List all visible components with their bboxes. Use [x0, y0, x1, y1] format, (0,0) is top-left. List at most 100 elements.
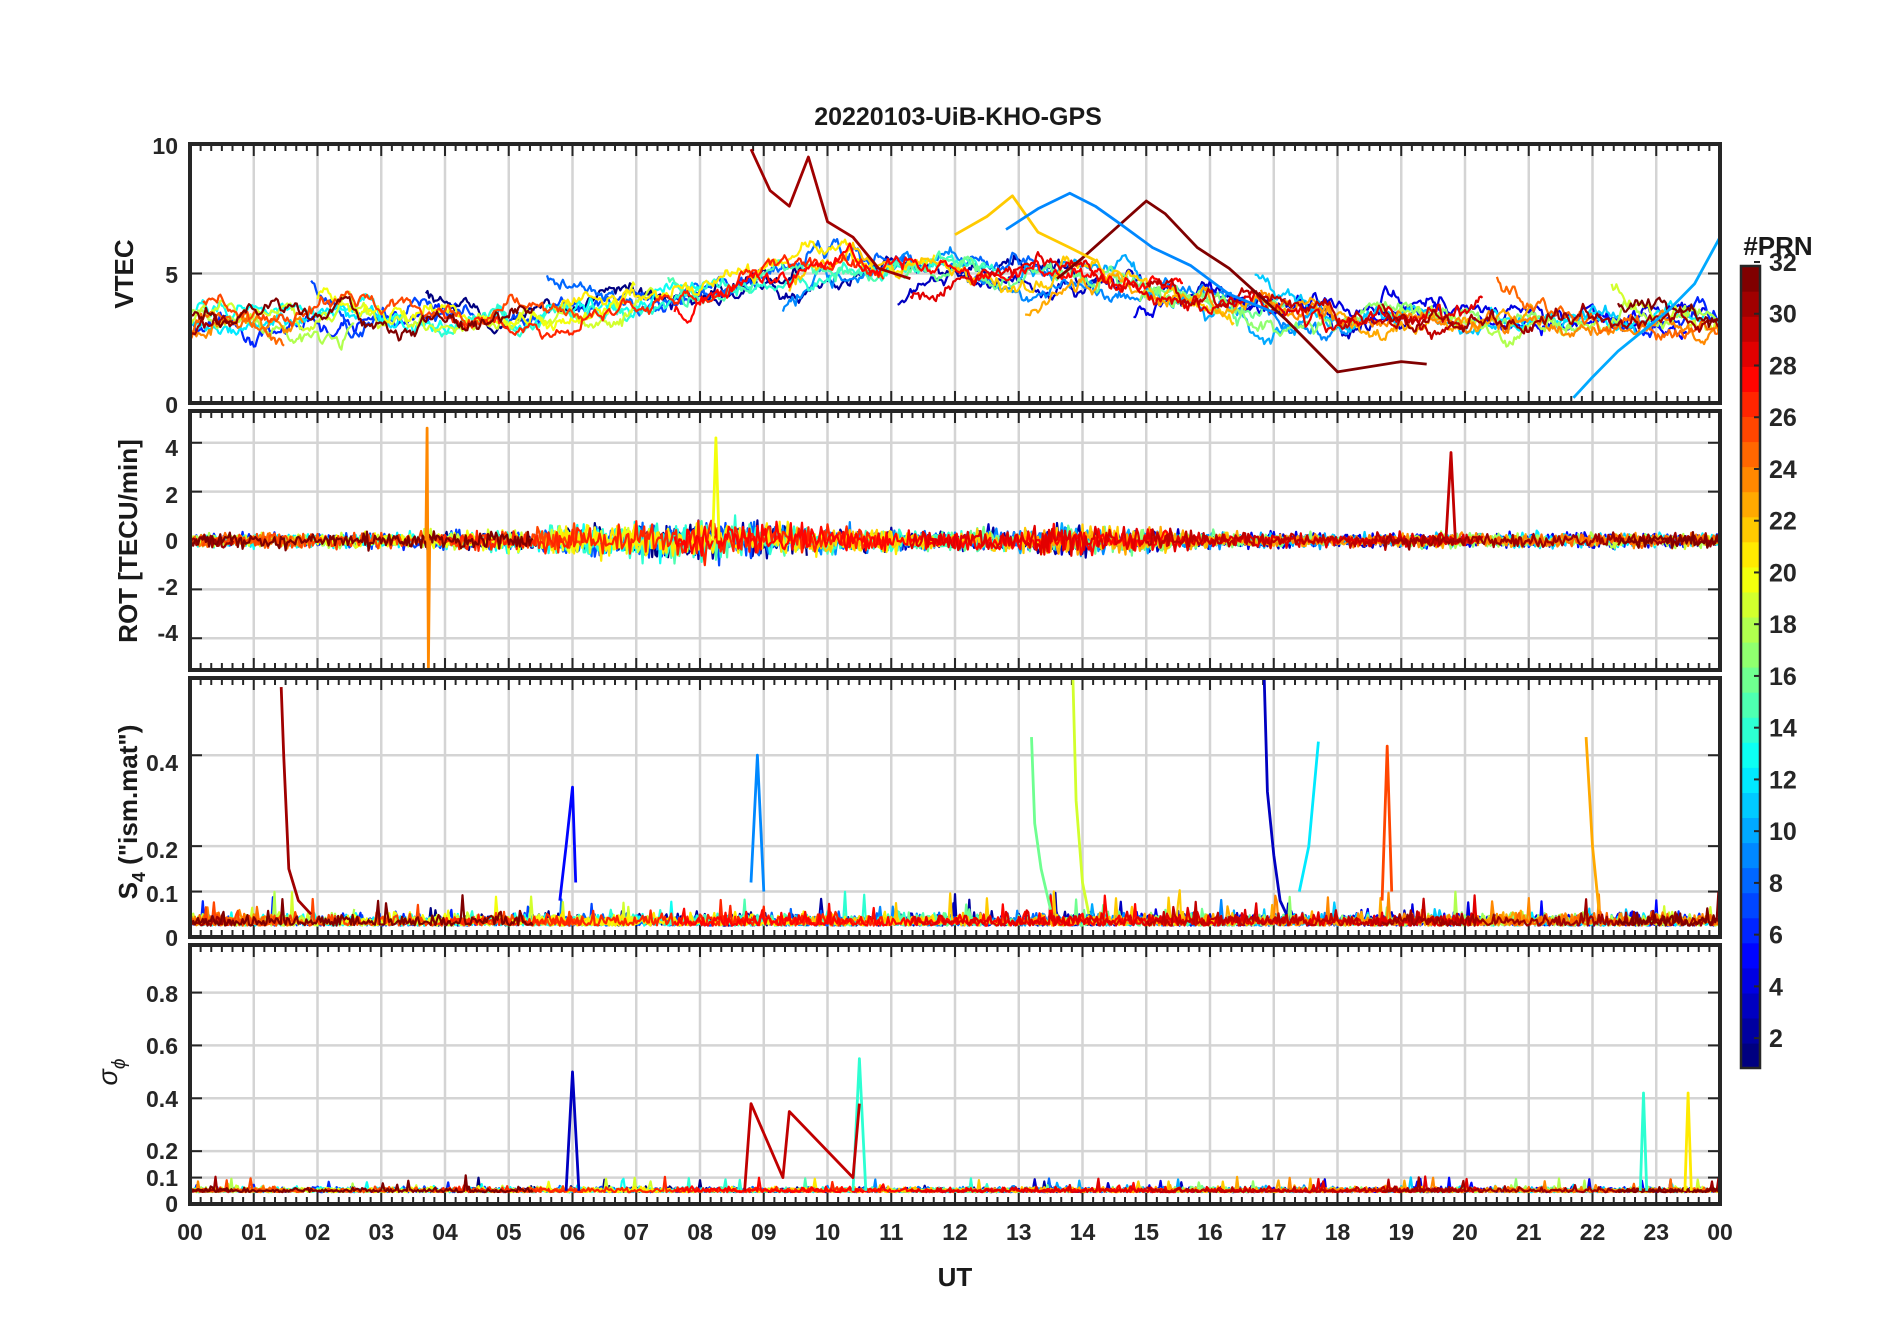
s4-ytick-label: 0.1 [146, 881, 178, 907]
background-trace [1495, 276, 1720, 341]
panel-rot-plot [190, 426, 1720, 669]
x-tick-label: 20 [1452, 1219, 1478, 1245]
colorbar-tick-label: 30 [1769, 301, 1797, 329]
rot-ytick-label: 4 [165, 435, 178, 461]
colorbar-segment [1741, 892, 1760, 919]
colorbar-tick-label: 12 [1769, 766, 1797, 794]
colorbar-segment [1741, 817, 1760, 844]
series-line [1262, 678, 1288, 915]
vtec-ylabel: VTEC [109, 239, 139, 309]
colorbar-segment [1741, 616, 1760, 643]
colorbar-tick-label: 18 [1769, 611, 1797, 639]
panel-vtec-grid [188, 142, 1722, 405]
background-trace [310, 275, 757, 339]
x-axis-ticks: 00 01 02 03 04 05 06 07 08 09 10 11 12 13 14 15 16 17 18 19… [177, 1219, 1733, 1245]
x-tick-label: 02 [305, 1219, 331, 1245]
series-line [1584, 737, 1601, 910]
s4-ylabel: S4 ("ism.mat") [113, 725, 149, 900]
colorbar-tick-label: 14 [1769, 715, 1797, 743]
colorbar-segment [1741, 667, 1760, 693]
background-trace [190, 1174, 534, 1194]
background-trace [1381, 1176, 1720, 1194]
colorbar-segment [1741, 867, 1760, 894]
colorbar-segment [1741, 967, 1760, 994]
colorbar-tick-label: 16 [1769, 663, 1797, 691]
rot-ytick-label: 0 [165, 528, 178, 554]
x-tick-label: 18 [1325, 1219, 1351, 1245]
colorbar-tick-label: 20 [1769, 559, 1797, 587]
colorbar-segment [1741, 792, 1760, 818]
panel-s4-frame [188, 676, 1722, 939]
colorbar-segment [1741, 767, 1760, 793]
background-trace [674, 1176, 1184, 1194]
panel-sigma-yticks: 0 0.1 0.2 0.4 0.6 0.8 [146, 981, 178, 1217]
s4-ytick-label: 0 [165, 925, 178, 951]
vtec-ytick-label: 5 [165, 262, 178, 288]
background-trace [1145, 278, 1465, 340]
x-tick-label: 04 [432, 1219, 458, 1245]
background-trace [1381, 302, 1720, 335]
colorbar-tick-label: 28 [1769, 352, 1797, 380]
background-trace [1381, 898, 1720, 927]
rot-ytick-label: -4 [158, 620, 179, 646]
x-tick-label: 19 [1388, 1219, 1414, 1245]
colorbar-segment [1741, 942, 1760, 969]
series-line [954, 194, 1096, 262]
colorbar-segment [1741, 266, 1760, 292]
colorbar-tick-label: 32 [1769, 249, 1797, 277]
x-tick-label: 12 [942, 1219, 968, 1245]
background-trace [190, 530, 534, 552]
vtec-ytick-label: 10 [152, 133, 178, 159]
colorbar-tick-label: 8 [1769, 870, 1783, 898]
colorbar-segment [1741, 992, 1760, 1019]
colorbar-tick-label: 2 [1769, 1025, 1783, 1053]
colorbar-tick-label: 26 [1769, 404, 1797, 432]
series-line [743, 1102, 861, 1191]
colorbar-segment [1741, 441, 1760, 468]
x-tick-label: 16 [1197, 1219, 1223, 1245]
s4-ytick-label: 0.2 [146, 837, 178, 863]
rot-ylabel: ROT [TECU/min] [113, 439, 143, 643]
colorbar-segment [1741, 591, 1760, 618]
background-trace [1617, 530, 1720, 549]
colorbar-tick-label: 4 [1769, 973, 1783, 1001]
colorbar-segment [1741, 717, 1760, 743]
colorbar-segment [1741, 391, 1760, 417]
x-tick-label: 10 [815, 1219, 841, 1245]
x-tick-label: 15 [1133, 1219, 1159, 1245]
colorbar-tick-label: 22 [1769, 508, 1797, 536]
panel-vtec: 0 5 10 VTEC [109, 133, 1722, 418]
panel-sigma: 0 0.1 0.2 0.4 0.6 0.8 σϕ [93, 943, 1722, 1217]
colorbar-segment [1741, 416, 1760, 443]
series-line [1005, 191, 1275, 314]
series-line [1071, 678, 1091, 915]
background-trace [190, 295, 534, 342]
x-tick-label: 05 [496, 1219, 522, 1245]
series-line [564, 1070, 581, 1191]
panel-s4-plot [190, 678, 1720, 927]
x-tick-label: 03 [368, 1219, 394, 1245]
sigma-ytick-label: 0.6 [146, 1033, 178, 1059]
colorbar-segment [1741, 1017, 1760, 1044]
colorbar-segment [1741, 742, 1760, 768]
x-tick-label: 08 [687, 1219, 713, 1245]
series-line [1683, 1091, 1693, 1191]
colorbar-segment [1741, 641, 1760, 668]
background-trace [190, 308, 355, 351]
series-line [1056, 199, 1427, 374]
background-trace [190, 313, 234, 336]
x-tick-label: 07 [623, 1219, 649, 1245]
series-line [1572, 236, 1720, 399]
background-trace [1381, 531, 1719, 551]
x-tick-label: 11 [879, 1219, 904, 1245]
vtec-ytick-label: 0 [165, 392, 178, 418]
series-line [1297, 741, 1320, 892]
x-tick-label: 01 [241, 1219, 267, 1245]
sigma-ytick-label: 0.2 [146, 1138, 178, 1164]
colorbar-segment [1741, 566, 1760, 593]
panel-rot-frame [188, 409, 1722, 672]
panel-vtec-frame [188, 142, 1722, 405]
series-line [424, 426, 432, 669]
